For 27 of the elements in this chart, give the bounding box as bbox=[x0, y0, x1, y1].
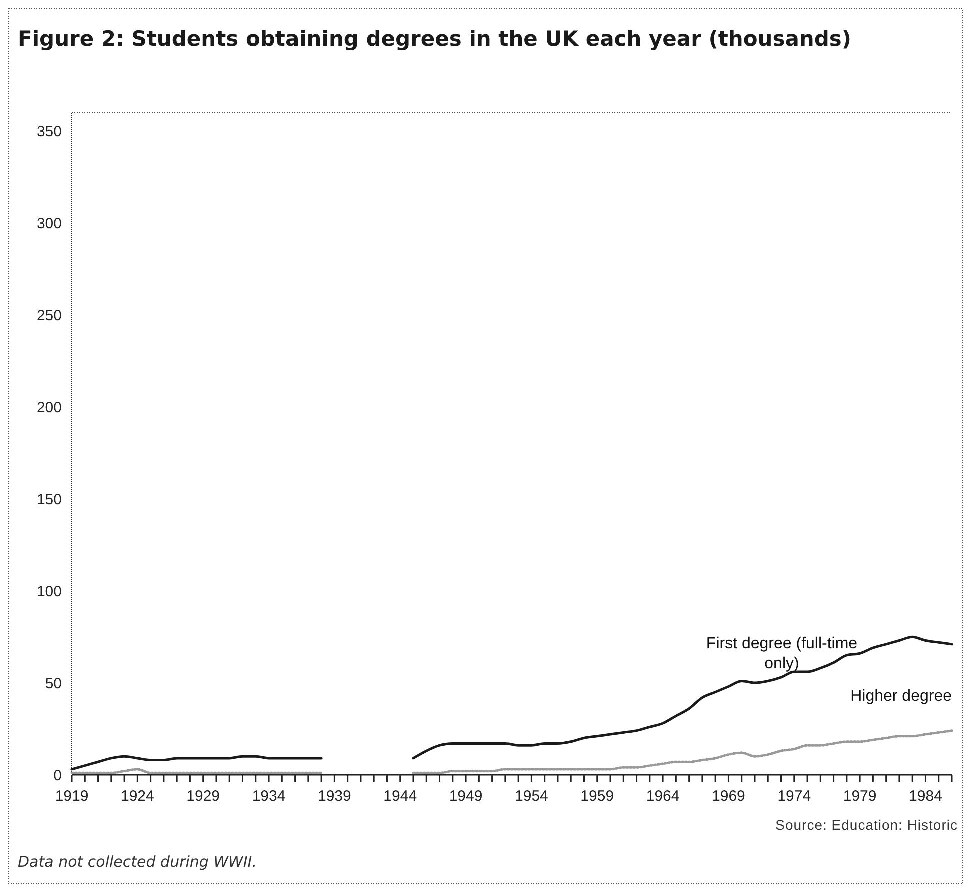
x-tick-label: 1969 bbox=[712, 788, 746, 805]
y-tick-label: 200 bbox=[36, 399, 62, 416]
x-tick-label: 1934 bbox=[252, 788, 286, 805]
chart-title: Figure 2: Students obtaining degrees in the UK each year (thousands) bbox=[18, 27, 852, 51]
source-note: Source: Education: Historic bbox=[776, 817, 958, 833]
x-tick-label: 1984 bbox=[909, 788, 942, 805]
x-tick-label: 1959 bbox=[580, 788, 614, 805]
y-tick-label: 50 bbox=[45, 675, 62, 692]
x-tick-label: 1924 bbox=[120, 788, 154, 805]
y-tick-label: 0 bbox=[54, 767, 62, 784]
x-tick-label: 1944 bbox=[384, 788, 418, 805]
series-label: Higher degree bbox=[850, 688, 952, 705]
x-tick-label: 1919 bbox=[55, 788, 89, 805]
y-tick-label: 100 bbox=[36, 583, 62, 600]
x-tick-label: 1929 bbox=[186, 788, 220, 805]
x-tick-label: 1979 bbox=[843, 788, 877, 805]
x-tick-label: 1949 bbox=[449, 788, 483, 805]
x-tick-label: 1939 bbox=[318, 788, 352, 805]
x-tick-label: 1954 bbox=[515, 788, 548, 805]
y-tick-label: 250 bbox=[36, 308, 62, 325]
y-tick-label: 350 bbox=[36, 124, 62, 141]
x-tick-label: 1974 bbox=[778, 788, 812, 805]
text: Data not collected during WWII. bbox=[18, 853, 257, 871]
x-tick-label: 1964 bbox=[646, 788, 680, 805]
y-tick-label: 300 bbox=[36, 216, 62, 233]
series-label: First degree (full-time only) bbox=[706, 635, 858, 672]
y-tick-label: 150 bbox=[36, 491, 62, 508]
